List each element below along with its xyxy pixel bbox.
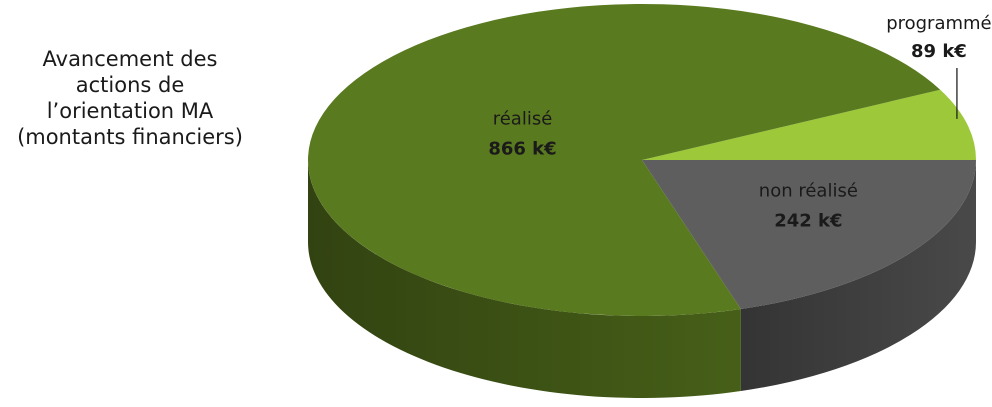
pie-sides (308, 160, 976, 398)
slice (642, 160, 976, 310)
slice-label: non réalisé (759, 181, 858, 202)
slice-labels: programmé 89 k€ réalisé 866 k€ non réalisé 24… (488, 13, 991, 232)
slice-label: programmé (886, 13, 991, 34)
value-label: 866 k€ (488, 138, 556, 159)
value-label: 242 k€ (774, 211, 842, 232)
title-line: Avancement des (43, 47, 218, 71)
slice-label: réalisé (493, 108, 553, 129)
value-label: 89 k€ (911, 41, 967, 62)
title-line: l’orientation MA (47, 99, 214, 123)
slice-side (308, 160, 741, 398)
title-line: actions de (76, 73, 185, 97)
slice (308, 3, 941, 317)
slice (642, 89, 977, 160)
pie-tops (308, 3, 977, 317)
title-line: (montants financiers) (17, 125, 243, 149)
slice-side (740, 160, 976, 392)
